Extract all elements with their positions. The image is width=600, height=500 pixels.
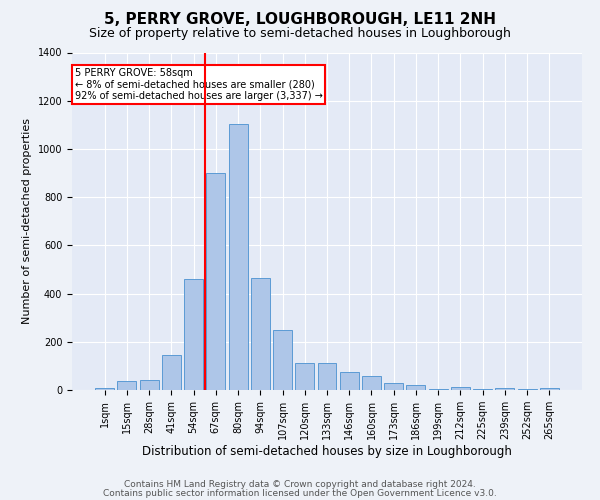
Bar xyxy=(384,383,403,390)
Bar xyxy=(229,124,248,390)
Bar xyxy=(540,388,559,390)
Y-axis label: Number of semi-detached properties: Number of semi-detached properties xyxy=(22,118,32,324)
Bar xyxy=(140,380,158,390)
Bar xyxy=(95,388,114,390)
Bar xyxy=(273,330,292,390)
Bar xyxy=(518,389,536,390)
Bar xyxy=(429,389,448,390)
Bar xyxy=(406,384,425,390)
Bar xyxy=(206,173,225,390)
X-axis label: Distribution of semi-detached houses by size in Loughborough: Distribution of semi-detached houses by … xyxy=(142,445,512,458)
Bar xyxy=(317,364,337,390)
Text: 5 PERRY GROVE: 58sqm
← 8% of semi-detached houses are smaller (280)
92% of semi-: 5 PERRY GROVE: 58sqm ← 8% of semi-detach… xyxy=(74,68,322,101)
Bar xyxy=(162,355,181,390)
Bar xyxy=(451,387,470,390)
Text: 5, PERRY GROVE, LOUGHBOROUGH, LE11 2NH: 5, PERRY GROVE, LOUGHBOROUGH, LE11 2NH xyxy=(104,12,496,28)
Bar xyxy=(473,389,492,390)
Text: Size of property relative to semi-detached houses in Loughborough: Size of property relative to semi-detach… xyxy=(89,28,511,40)
Bar xyxy=(496,388,514,390)
Bar xyxy=(251,278,270,390)
Bar xyxy=(340,372,359,390)
Bar xyxy=(295,364,314,390)
Text: Contains HM Land Registry data © Crown copyright and database right 2024.: Contains HM Land Registry data © Crown c… xyxy=(124,480,476,489)
Bar xyxy=(184,279,203,390)
Text: Contains public sector information licensed under the Open Government Licence v3: Contains public sector information licen… xyxy=(103,488,497,498)
Bar xyxy=(118,381,136,390)
Bar xyxy=(362,376,381,390)
